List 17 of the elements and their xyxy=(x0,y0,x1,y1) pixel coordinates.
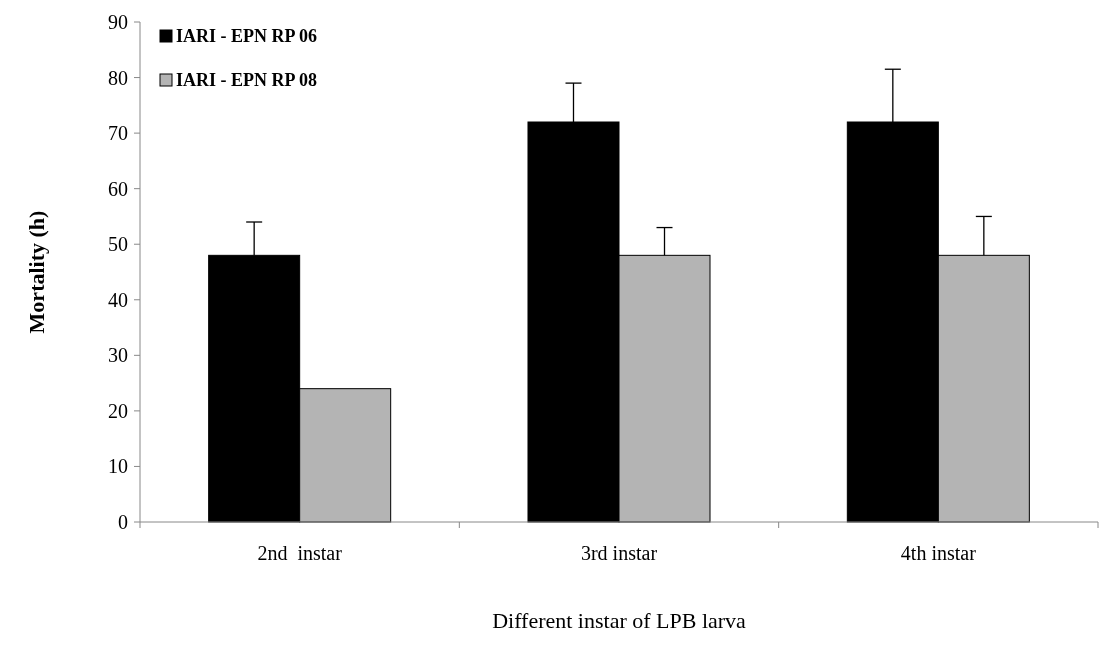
y-tick-label: 70 xyxy=(108,122,128,145)
y-tick-label: 60 xyxy=(108,177,128,200)
y-tick-label: 20 xyxy=(108,399,128,422)
y-tick-label: 30 xyxy=(108,344,128,367)
y-tick-label: 90 xyxy=(108,11,128,33)
y-tick-label: 10 xyxy=(108,455,128,478)
y-axis-title: Mortality (h) xyxy=(24,210,49,334)
y-tick-label: 40 xyxy=(108,288,128,311)
y-tick-label: 80 xyxy=(108,66,128,89)
y-tick-label: 0 xyxy=(118,511,128,533)
x-tick-label: 2nd instar xyxy=(257,542,343,564)
x-tick-label: 4th instar xyxy=(900,542,977,564)
legend-label: IARI - EPN RP 06 xyxy=(176,26,318,47)
legend-label: IARI - EPN RP 08 xyxy=(176,70,318,91)
y-tick-label: 50 xyxy=(108,233,128,256)
x-axis-title: Different instar of LPB larva xyxy=(492,608,747,633)
x-tick-label: 3rd instar xyxy=(580,542,658,564)
